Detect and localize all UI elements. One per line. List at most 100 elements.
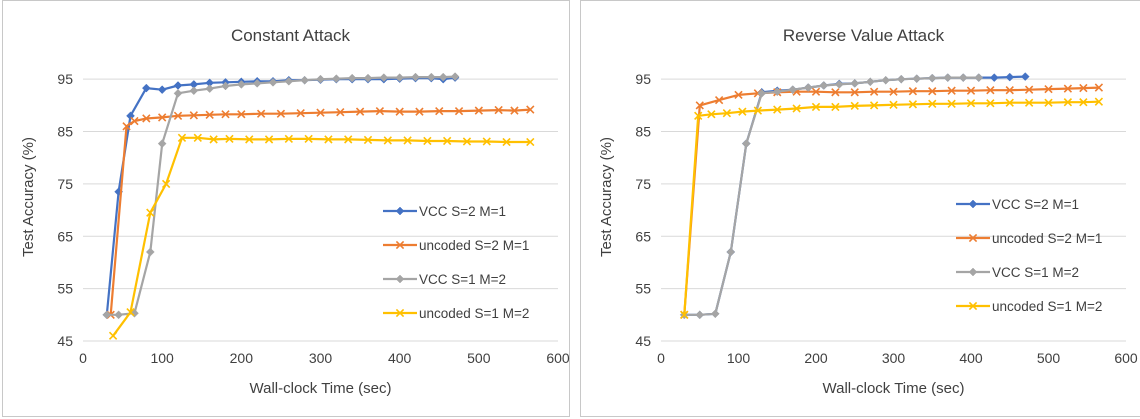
data-point-uncoded-s-1-m-2 [694, 111, 703, 121]
legend-label-uncoded-s-2-m-1: uncoded S=2 M=1 [419, 238, 529, 253]
data-point-uncoded-s-2-m-1 [395, 107, 404, 116]
data-point-uncoded-s-1-m-2 [245, 135, 254, 144]
data-point-uncoded-s-2-m-1 [221, 110, 230, 119]
data-point-uncoded-s-2-m-1 [966, 86, 976, 95]
data-point-vcc-s-1-m-2 [896, 74, 906, 84]
data-point-uncoded-s-2-m-1 [130, 116, 139, 126]
legend-marker-vcc-s-1-m-2 [968, 267, 978, 277]
data-point-vcc-s-1-m-2 [927, 73, 937, 83]
legend-label-uncoded-s-1-m-2: uncoded S=1 M=2 [419, 306, 529, 321]
data-point-uncoded-s-1-m-2 [126, 308, 135, 317]
data-point-uncoded-s-1-m-2 [722, 109, 732, 118]
data-point-uncoded-s-2-m-1 [355, 107, 365, 116]
chart-constant-attack: Constant Attack 45 55 65 75 85 95 0 100 200 300 400… [2, 0, 570, 417]
data-point-vcc-s-1-m-2 [450, 72, 460, 81]
x-tick-label: 0 [79, 350, 87, 366]
data-point-uncoded-s-1-m-2 [811, 102, 821, 112]
data-point-vcc-s-1-m-2 [438, 72, 448, 82]
data-point-vcc-s-1-m-2 [426, 72, 436, 82]
data-point-uncoded-s-1-m-2 [680, 310, 689, 319]
data-point-uncoded-s-2-m-1 [1094, 83, 1104, 92]
data-point-uncoded-s-1-m-2 [108, 331, 118, 340]
data-point-uncoded-s-1-m-2 [363, 135, 373, 145]
data-point-uncoded-s-2-m-1 [316, 108, 325, 117]
x-tick-label: 300 [309, 350, 333, 366]
data-point-uncoded-s-1-m-2 [928, 99, 937, 108]
legend-marker-uncoded-s-1-m-2 [968, 301, 978, 311]
y-axis-label: Test Accuracy (%) [598, 137, 615, 257]
legend-marker-uncoded-s-1-m-2 [395, 308, 405, 318]
data-point-uncoded-s-1-m-2 [146, 208, 155, 217]
chart-title: Reverse Value Attack [783, 26, 945, 45]
data-point-uncoded-s-1-m-2 [707, 110, 716, 119]
data-point-uncoded-s-1-m-2 [462, 137, 472, 146]
y-tick-label: 85 [57, 124, 73, 140]
data-point-uncoded-s-1-m-2 [738, 107, 747, 116]
series-vcc-s-1-m-2 [679, 73, 984, 320]
data-point-uncoded-s-2-m-1 [695, 101, 704, 110]
data-point-vcc-s-1-m-2 [943, 73, 953, 82]
data-point-uncoded-s-1-m-2 [443, 136, 452, 146]
legend-marker-vcc-s-1-m-2 [395, 274, 405, 284]
data-point-vcc-s-1-m-2 [757, 88, 767, 98]
data-point-uncoded-s-1-m-2 [177, 133, 187, 142]
data-point-uncoded-s-1-m-2 [1063, 98, 1073, 107]
data-point-vcc-s-1-m-2 [850, 79, 860, 88]
data-point-uncoded-s-1-m-2 [1094, 97, 1104, 106]
data-point-uncoded-s-1-m-2 [831, 102, 840, 112]
data-point-uncoded-s-1-m-2 [209, 135, 218, 144]
data-point-vcc-s-1-m-2 [114, 310, 123, 320]
series-uncoded-s-2-m-1 [680, 83, 1104, 319]
legend: VCC S=2 M=1 uncoded S=2 M=1 VCC S=1 M=2 unc… [383, 204, 529, 321]
data-point-uncoded-s-1-m-2 [526, 137, 535, 147]
data-point-vcc-s-1-m-2 [347, 73, 357, 83]
data-point-uncoded-s-2-m-1 [122, 122, 131, 131]
data-point-vcc-s-1-m-2 [173, 88, 183, 98]
data-point-vcc-s-1-m-2 [772, 87, 782, 97]
y-tick-label: 65 [57, 228, 73, 244]
data-point-uncoded-s-1-m-2 [324, 135, 333, 144]
data-point-vcc-s-1-m-2 [912, 74, 922, 84]
data-point-vcc-s-2-m-1 [1005, 72, 1015, 82]
data-point-vcc-s-1-m-2 [803, 83, 813, 92]
y-tick-label: 95 [635, 71, 651, 87]
data-point-vcc-s-1-m-2 [710, 309, 720, 319]
data-point-vcc-s-1-m-2 [819, 81, 829, 90]
data-point-uncoded-s-1-m-2 [225, 134, 234, 144]
data-point-uncoded-s-2-m-1 [237, 110, 246, 119]
constant-attack-plot: Constant Attack 45 55 65 75 85 95 0 100 200 300 400… [20, 26, 570, 397]
x-tick-label: 100 [727, 350, 751, 366]
data-point-vcc-s-1-m-2 [974, 73, 984, 82]
data-point-uncoded-s-1-m-2 [403, 136, 412, 145]
x-tick-label: 600 [546, 350, 570, 366]
data-point-uncoded-s-2-m-1 [1024, 85, 1034, 94]
data-point-vcc-s-1-m-2 [726, 247, 736, 257]
data-point-uncoded-s-2-m-1 [986, 86, 995, 95]
data-point-vcc-s-1-m-2 [788, 85, 798, 95]
chart-title: Constant Attack [231, 26, 351, 45]
data-point-vcc-s-1-m-2 [284, 76, 294, 86]
legend-label-vcc-s-2-m-1: VCC S=2 M=1 [419, 204, 506, 219]
data-point-uncoded-s-2-m-1 [375, 106, 385, 116]
x-tick-label: 200 [804, 350, 828, 366]
data-point-uncoded-s-2-m-1 [336, 108, 345, 117]
y-tick-label: 95 [57, 71, 73, 87]
data-point-uncoded-s-2-m-1 [889, 87, 898, 96]
data-point-uncoded-s-2-m-1 [526, 105, 535, 114]
data-point-vcc-s-1-m-2 [236, 80, 246, 89]
data-point-vcc-s-1-m-2 [865, 77, 875, 87]
data-point-uncoded-s-2-m-1 [1063, 84, 1073, 93]
data-point-vcc-s-1-m-2 [189, 86, 199, 96]
data-point-uncoded-s-2-m-1 [454, 106, 464, 116]
data-point-uncoded-s-2-m-1 [256, 109, 266, 118]
data-point-uncoded-s-1-m-2 [502, 137, 511, 147]
data-point-vcc-s-1-m-2 [695, 310, 705, 320]
data-point-vcc-s-2-m-1 [1020, 72, 1030, 81]
data-point-vcc-s-1-m-2 [363, 73, 373, 83]
data-point-uncoded-s-1-m-2 [869, 101, 879, 110]
data-point-uncoded-s-1-m-2 [966, 99, 976, 108]
x-tick-label: 200 [230, 350, 254, 366]
legend: VCC S=2 M=1 uncoded S=2 M=1 VCC S=1 M=2 unc… [956, 197, 1102, 314]
data-point-vcc-s-2-m-1 [126, 111, 135, 121]
legend-marker-uncoded-s-2-m-1 [968, 233, 978, 243]
